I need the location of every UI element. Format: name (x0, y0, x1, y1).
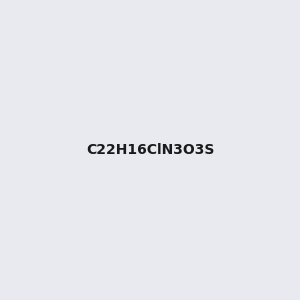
Text: C22H16ClN3O3S: C22H16ClN3O3S (86, 143, 214, 157)
